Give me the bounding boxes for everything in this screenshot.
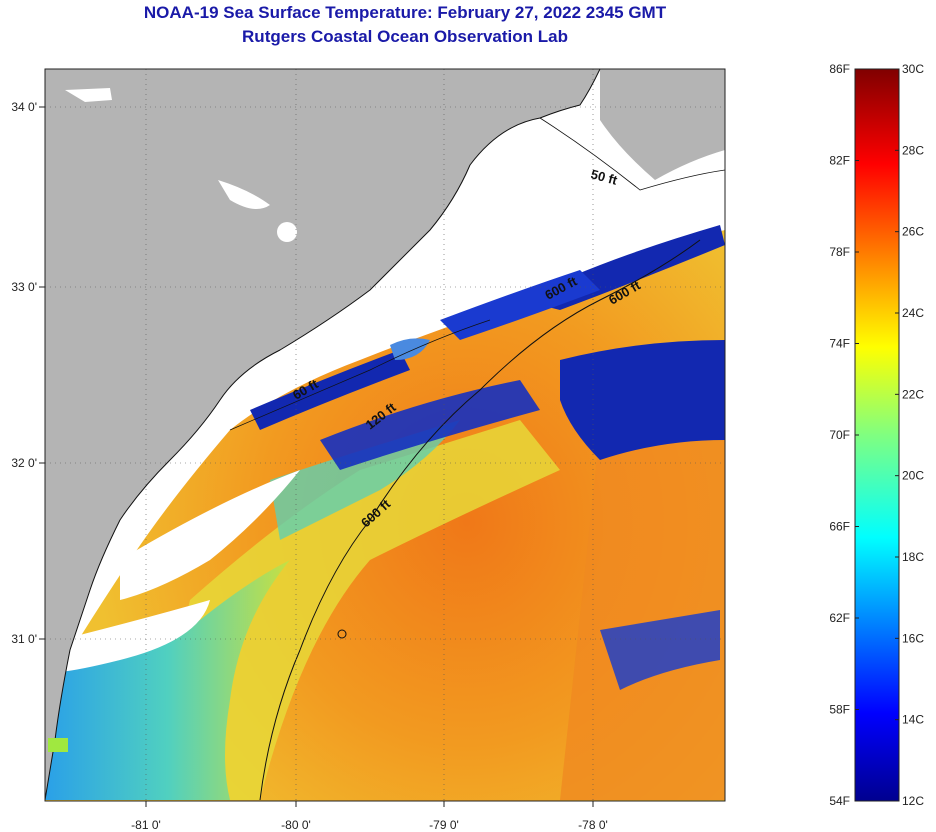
- contour-label-50ft: 50 ft: [589, 166, 619, 188]
- map-subtitle: Rutgers Coastal Ocean Observation Lab: [242, 27, 568, 46]
- colorbar-fahrenheit-label: 86F: [829, 62, 850, 76]
- graticule: [45, 69, 725, 801]
- colorbar-celsius-label: 26C: [902, 225, 924, 239]
- map-frame: [44, 68, 726, 802]
- cool-water: [270, 420, 460, 540]
- colorbar-fahrenheit-label: 78F: [829, 245, 850, 259]
- colorbar-fahrenheit-label: 70F: [829, 428, 850, 442]
- colorbar-celsius-label: 18C: [902, 550, 924, 564]
- colorbar-fahrenheit-label: 62F: [829, 611, 850, 625]
- colorbar-fahrenheit-label: 58F: [829, 703, 850, 717]
- contour-50ft: [539, 117, 725, 191]
- colorbar-celsius-label: 24C: [902, 306, 924, 320]
- colorbar-fahrenheit-label: 82F: [829, 154, 850, 168]
- lat-tick-label: 31 0': [11, 632, 37, 646]
- colorbar-celsius-label: 14C: [902, 713, 924, 727]
- map-title: NOAA-19 Sea Surface Temperature: Februar…: [143, 3, 667, 22]
- colorbar-fahrenheit-label: 54F: [829, 794, 850, 808]
- contour-600ft: [259, 239, 701, 801]
- colorbar-celsius-label: 30C: [902, 62, 924, 76]
- colorbar-scale: [854, 68, 900, 802]
- lat-tick-label: 33 0': [11, 280, 37, 294]
- lat-tick-label: 34 0': [11, 100, 37, 114]
- cloud-cover-south: [120, 470, 300, 600]
- colorbar-celsius-label: 22C: [902, 387, 924, 401]
- lon-tick-label: -79 0': [429, 818, 459, 832]
- coastline: [45, 69, 601, 801]
- lon-tick-label: -81 0': [131, 818, 161, 832]
- colorbar-celsius-label: 28C: [902, 143, 924, 157]
- colorbar-celsius-label: 16C: [902, 631, 924, 645]
- colorbar-celsius-label: 20C: [902, 469, 924, 483]
- transition-water: [140, 420, 560, 800]
- lat-tick-label: 32 0': [11, 456, 37, 470]
- buoy-marker: [337, 629, 347, 639]
- colorbar-fahrenheit-label: 66F: [829, 520, 850, 534]
- land-north: [600, 69, 725, 180]
- shelf-water: [45, 560, 290, 800]
- contour-120ft: [229, 319, 491, 431]
- gulf-stream-water: [560, 420, 725, 800]
- lon-tick-label: -78 0': [578, 818, 608, 832]
- lon-tick-label: -80 0': [281, 818, 311, 832]
- colorbar-fahrenheit-label: 74F: [829, 337, 850, 351]
- land: [45, 69, 600, 800]
- colorbar-celsius-label: 12C: [902, 794, 924, 808]
